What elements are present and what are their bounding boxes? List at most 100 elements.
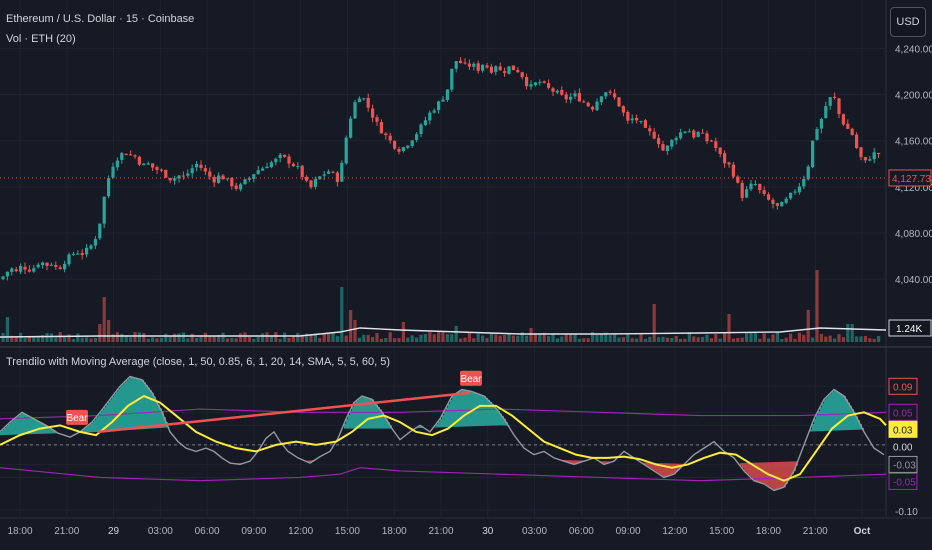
volume-bar xyxy=(10,335,14,342)
bull-fill xyxy=(486,398,488,426)
volume-bar xyxy=(45,333,49,342)
volume-bar xyxy=(203,332,207,342)
bear-fill xyxy=(566,460,568,462)
bull-fill xyxy=(844,396,846,431)
volume-bar xyxy=(617,337,621,342)
candle-body xyxy=(525,77,529,87)
volume-bar xyxy=(494,334,498,342)
candle-body xyxy=(789,192,793,199)
bear-fill xyxy=(652,462,654,470)
candle-body xyxy=(32,268,36,272)
candle-body xyxy=(217,175,221,183)
bull-fill xyxy=(498,411,500,426)
volume-legend[interactable]: Vol · ETH (20) xyxy=(6,33,76,45)
bear-fill xyxy=(752,462,754,479)
bull-fill xyxy=(380,409,382,429)
bull-fill xyxy=(466,390,468,427)
indicator-legend[interactable]: Trendilo with Moving Average (close, 1, … xyxy=(6,356,390,368)
bull-fill xyxy=(854,412,856,430)
candle-body xyxy=(542,81,546,83)
bull-fill xyxy=(374,401,376,429)
volume-bar xyxy=(419,334,423,342)
candle-body xyxy=(828,97,832,106)
bull-fill xyxy=(440,418,442,428)
candle-body xyxy=(459,60,463,64)
bull-fill xyxy=(448,403,450,428)
volume-bar xyxy=(740,337,744,342)
bull-fill xyxy=(842,394,844,431)
candle-body xyxy=(1,276,5,280)
candle-body xyxy=(305,176,309,181)
bull-fill xyxy=(16,417,18,435)
bull-fill xyxy=(384,415,386,429)
bull-fill xyxy=(502,416,504,426)
bull-fill xyxy=(438,421,440,428)
candle-body xyxy=(533,82,537,86)
bear-fill xyxy=(600,461,602,462)
candle-body xyxy=(283,154,287,157)
candle-body xyxy=(221,175,225,180)
bear-fill xyxy=(674,463,676,475)
bull-fill xyxy=(90,423,92,433)
bull-fill xyxy=(490,401,492,426)
symbol-title[interactable]: Ethereum / U.S. Dollar · 15 · Coinbase xyxy=(6,13,195,25)
candle-body xyxy=(393,140,397,149)
volume-bar xyxy=(503,334,507,342)
volume-bar xyxy=(485,338,489,342)
candle-body xyxy=(428,112,432,121)
candle-body xyxy=(432,110,436,113)
volume-bar xyxy=(767,338,771,342)
candle-body xyxy=(93,239,97,246)
bull-fill xyxy=(0,431,2,436)
bull-fill xyxy=(818,411,820,432)
candle-body xyxy=(806,166,810,180)
bull-fill xyxy=(146,384,148,429)
currency-button[interactable]: USD xyxy=(890,7,926,37)
candle-body xyxy=(168,177,172,181)
volume-bar xyxy=(265,332,269,342)
bull-fill xyxy=(488,399,490,426)
volume-bar xyxy=(437,332,441,342)
candle-body xyxy=(670,139,674,147)
volume-bar xyxy=(23,338,27,342)
bear-label: Bear xyxy=(460,374,482,385)
volume-bar xyxy=(322,333,326,342)
candle-body xyxy=(401,147,405,151)
candle-body xyxy=(621,106,625,113)
volume-bar xyxy=(489,333,493,342)
bear-fill xyxy=(670,463,672,476)
candle-body xyxy=(877,153,881,155)
candle-body xyxy=(362,98,366,100)
price-tick-label: 4,200.00 xyxy=(895,91,932,102)
volume-bar xyxy=(151,337,155,342)
time-tick-label: 12:00 xyxy=(662,526,687,537)
candle-body xyxy=(868,159,872,161)
bull-fill xyxy=(840,393,842,431)
bull-fill xyxy=(388,422,390,429)
volume-bar xyxy=(261,333,265,342)
volume-bar xyxy=(604,332,608,342)
candle-body xyxy=(115,160,119,168)
bear-fill xyxy=(672,463,674,475)
volume-bar xyxy=(476,333,480,342)
bull-fill xyxy=(116,391,118,431)
candle-body xyxy=(287,156,291,164)
candle-body xyxy=(49,264,53,266)
volume-bar xyxy=(723,332,727,342)
volume-bar xyxy=(327,332,331,342)
candle-body xyxy=(639,121,643,123)
candle-body xyxy=(736,176,740,183)
candle-body xyxy=(164,169,168,178)
candle-body xyxy=(859,147,863,158)
volume-bar xyxy=(340,287,344,342)
bull-fill xyxy=(378,407,380,429)
bull-fill xyxy=(464,389,466,427)
volume-bar xyxy=(639,332,643,342)
bull-fill xyxy=(104,407,106,432)
bear-fill xyxy=(602,461,604,464)
candle-body xyxy=(775,203,779,206)
bear-fill xyxy=(776,461,778,490)
volume-bar xyxy=(551,333,555,342)
candle-body xyxy=(278,154,282,158)
